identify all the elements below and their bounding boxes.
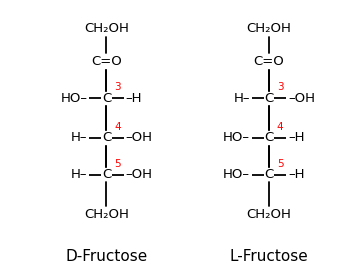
Text: HO–: HO– <box>223 131 250 144</box>
Text: –H: –H <box>288 131 305 144</box>
Text: HO–: HO– <box>223 168 250 181</box>
Text: H–: H– <box>71 131 87 144</box>
Text: 5: 5 <box>277 159 283 169</box>
Text: H–: H– <box>233 92 250 105</box>
Text: C: C <box>102 92 111 105</box>
Text: CH₂OH: CH₂OH <box>247 208 291 221</box>
Text: 4: 4 <box>277 122 283 132</box>
Text: –OH: –OH <box>126 131 153 144</box>
Text: 4: 4 <box>114 122 121 132</box>
Text: 3: 3 <box>114 82 121 92</box>
Text: –H: –H <box>288 168 305 181</box>
Text: –H: –H <box>126 92 142 105</box>
Text: 5: 5 <box>114 159 121 169</box>
Text: C: C <box>264 131 274 144</box>
Text: C: C <box>264 168 274 181</box>
Text: C: C <box>102 168 111 181</box>
Text: 3: 3 <box>277 82 283 92</box>
Text: CH₂OH: CH₂OH <box>247 22 291 35</box>
Text: –OH: –OH <box>126 168 153 181</box>
Text: H–: H– <box>71 168 87 181</box>
Text: CH₂OH: CH₂OH <box>84 208 129 221</box>
Text: CH₂OH: CH₂OH <box>84 22 129 35</box>
Text: C=O: C=O <box>253 55 284 68</box>
Text: C: C <box>102 131 111 144</box>
Text: L-Fructose: L-Fructose <box>230 249 308 264</box>
Text: HO–: HO– <box>60 92 87 105</box>
Text: C: C <box>264 92 274 105</box>
Text: C=O: C=O <box>91 55 122 68</box>
Text: –OH: –OH <box>288 92 315 105</box>
Text: D-Fructose: D-Fructose <box>65 249 148 264</box>
